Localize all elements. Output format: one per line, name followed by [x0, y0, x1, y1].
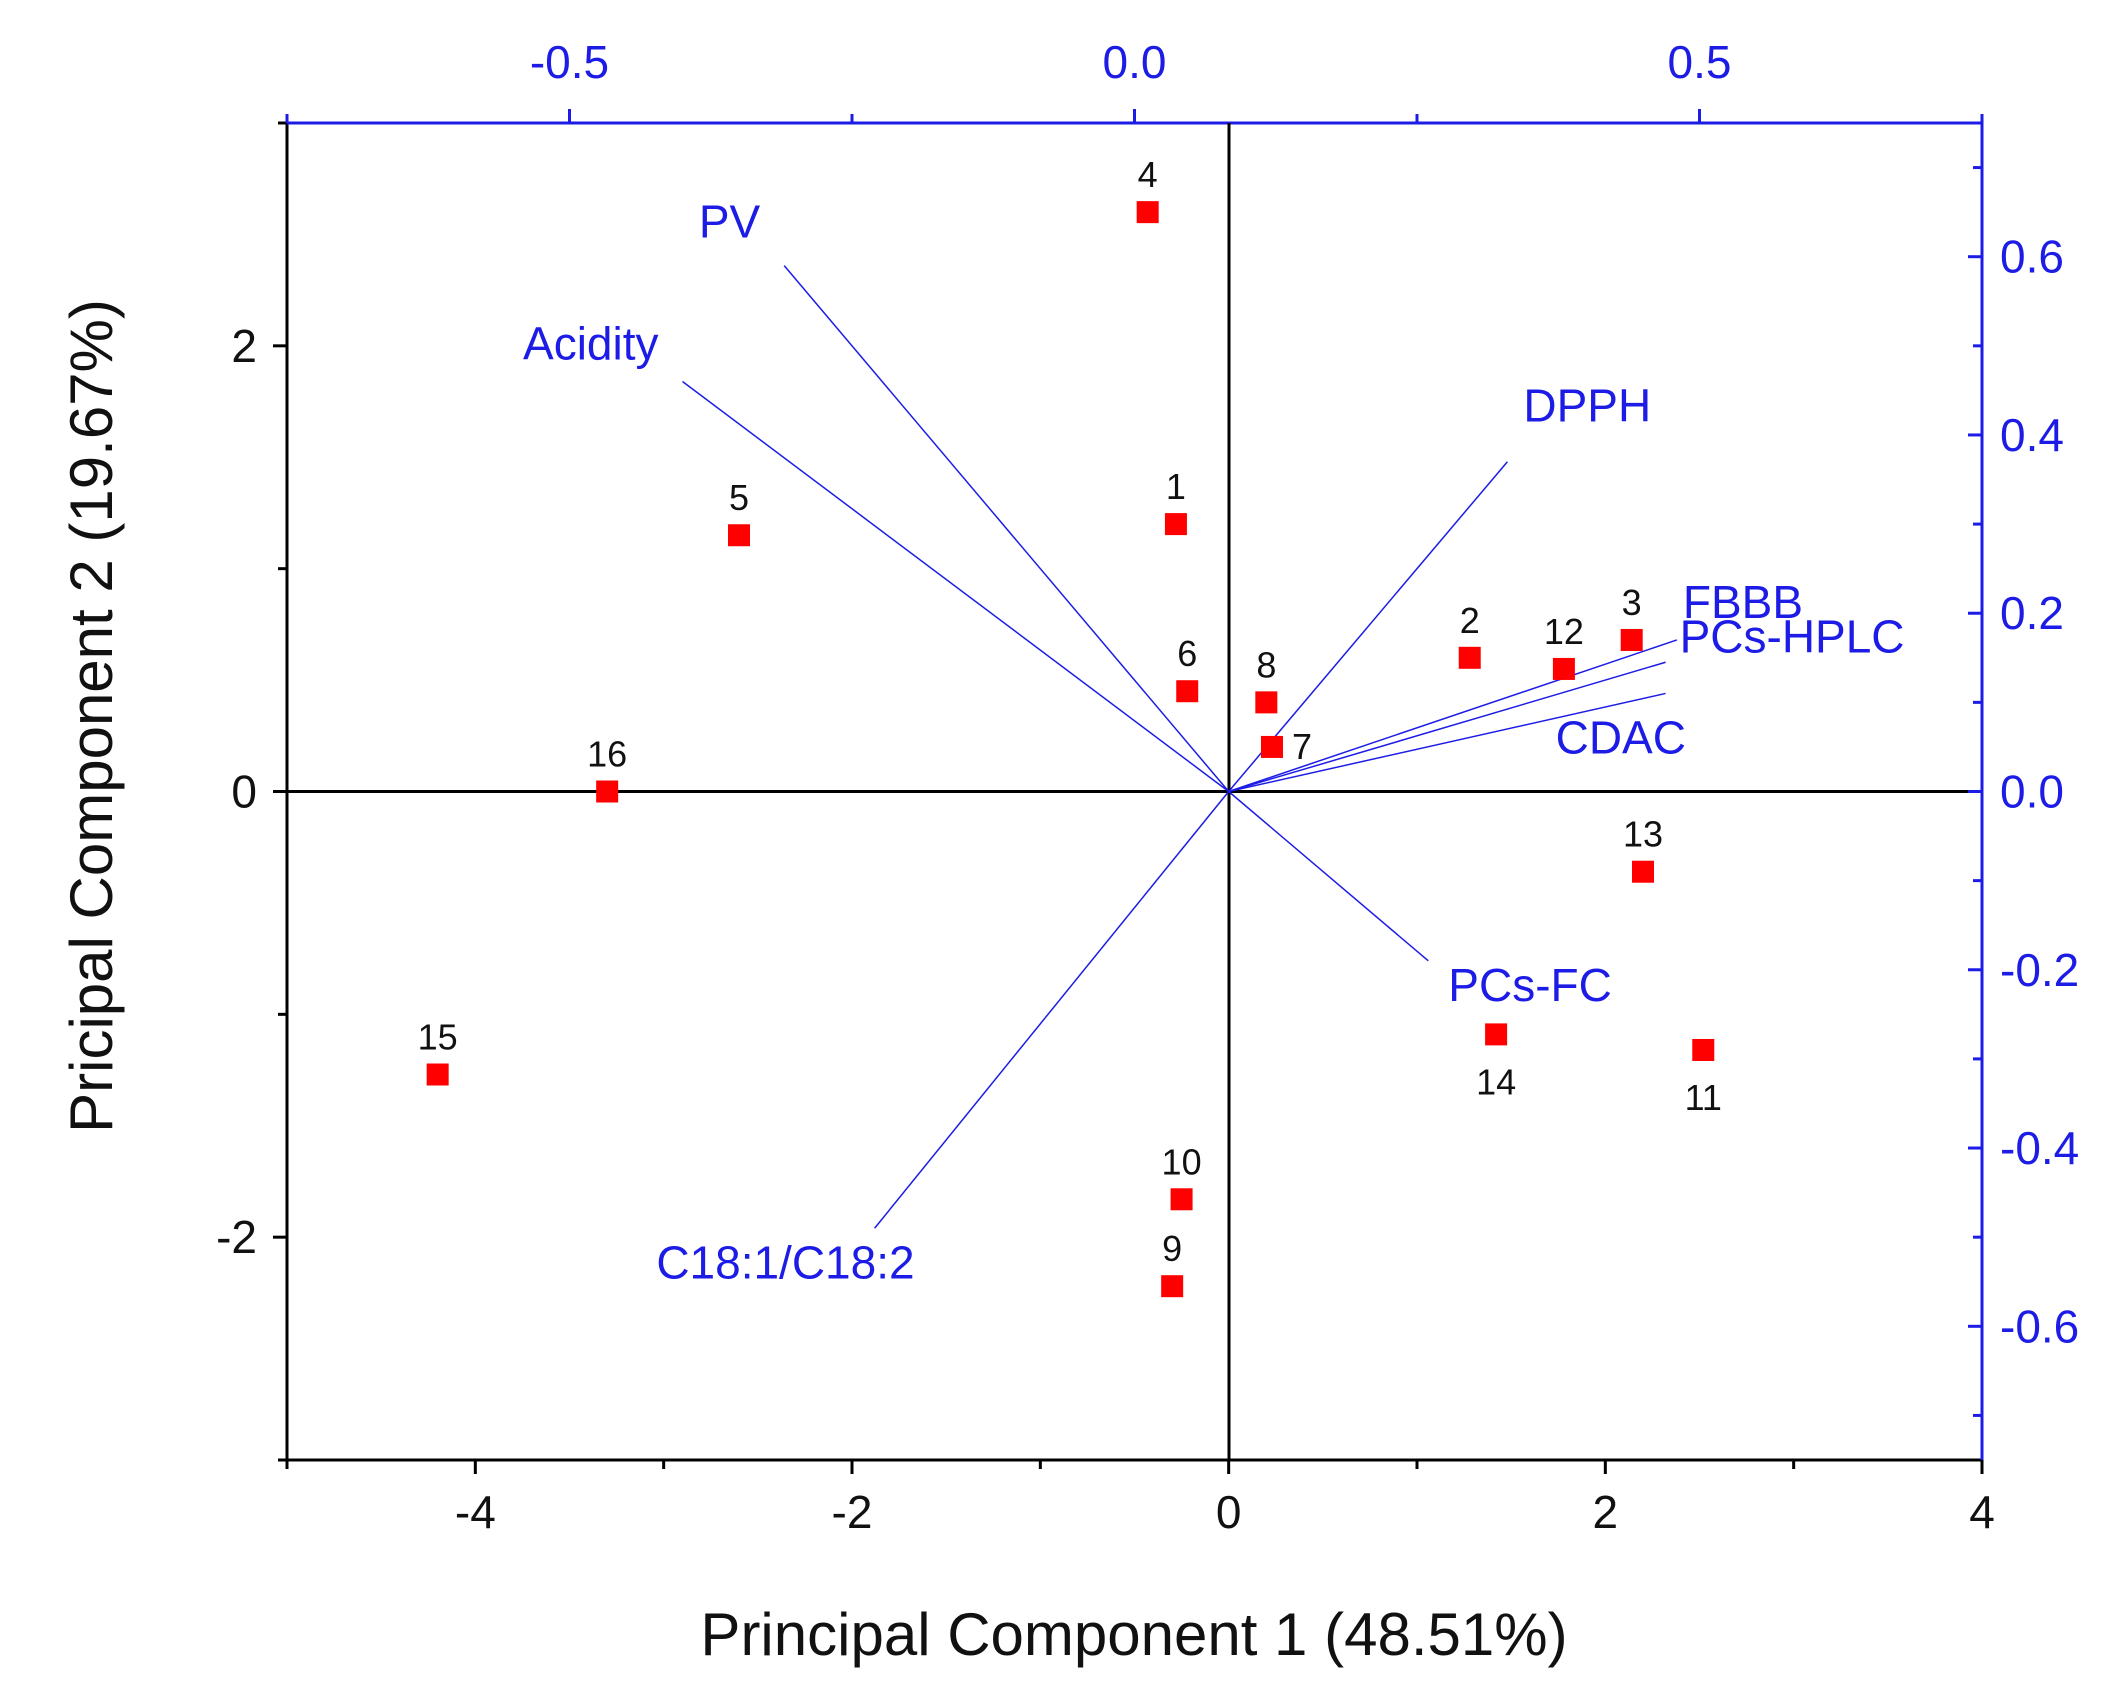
point-label: 2 [1460, 600, 1480, 641]
point-label: 1 [1166, 466, 1186, 507]
point-label: 3 [1622, 582, 1642, 623]
point-label: 4 [1138, 154, 1158, 195]
score-point [1552, 657, 1575, 680]
loading-label: Acidity [523, 317, 658, 369]
score-point [1170, 1188, 1193, 1211]
point-label: 6 [1177, 633, 1197, 674]
point-label: 12 [1544, 611, 1584, 652]
x-tick-label: 2 [1593, 1486, 1619, 1538]
right-tick-label: -0.4 [2000, 1122, 2079, 1174]
y-axis-title: Pricipal Component 2 (19.67%) [58, 299, 125, 1133]
top-tick-label: 0.0 [1103, 36, 1167, 88]
loading-vector [1228, 692, 1666, 793]
score-point [1620, 628, 1643, 651]
y-tick-label: -2 [216, 1211, 257, 1263]
right-tick-label: 0.0 [2000, 766, 2064, 818]
score-point [1164, 513, 1187, 536]
score-point [1458, 646, 1481, 669]
x-tick-label: 0 [1216, 1486, 1242, 1538]
x-axis-title: Principal Component 1 (48.51%) [700, 1601, 1567, 1668]
point-label: 10 [1162, 1141, 1202, 1182]
loading-vector [1228, 790, 1429, 962]
point-label: 9 [1162, 1228, 1182, 1269]
loading-vector [1228, 639, 1678, 793]
loading-vector [783, 265, 1230, 792]
y-tick-label: 2 [231, 320, 257, 372]
score-point [1176, 680, 1199, 703]
score-point [1255, 691, 1278, 714]
score-point [728, 524, 750, 547]
axis-tick-labels: -4 -2 0 2 4 -2 0 2 -0.5 0.0 0.5 0.6 0.4 0.2 0.0 -0.2 -0.… [216, 36, 2079, 1538]
right-tick-label: 0.6 [2000, 231, 2064, 283]
loading-vector [682, 380, 1230, 793]
score-point [426, 1063, 449, 1086]
loading-label: PCs-FC [1448, 959, 1612, 1011]
score-point [1161, 1275, 1184, 1298]
right-tick-label: -0.6 [2000, 1300, 2079, 1352]
top-tick-label: 0.5 [1668, 36, 1732, 88]
point-label: 5 [729, 477, 749, 518]
right-tick-label: -0.2 [2000, 944, 2079, 996]
top-tick-label: -0.5 [530, 36, 609, 88]
x-tick-label: -2 [832, 1486, 873, 1538]
x-tick-label: -4 [455, 1486, 496, 1538]
loading-label: CDAC [1556, 711, 1686, 763]
score-point [1485, 1023, 1508, 1046]
score-point [1260, 735, 1283, 758]
score-point [1692, 1038, 1715, 1061]
point-label: 11 [1685, 1077, 1722, 1118]
point-label: 16 [587, 734, 627, 775]
right-tick-label: 0.2 [2000, 587, 2064, 639]
loading-label: C18:1/C18:2 [656, 1236, 914, 1288]
loading-label: FBBB [1683, 576, 1803, 628]
x-tick-label: 4 [1969, 1486, 1995, 1538]
loading-label: PV [699, 196, 761, 248]
score-point [1632, 860, 1654, 883]
loading-label: PCs-HPLC [1680, 610, 1905, 662]
axis-ticks [273, 109, 1984, 1474]
point-label: 8 [1256, 644, 1276, 685]
loading-vector [874, 791, 1230, 1229]
y-tick-label: 0 [231, 766, 257, 818]
score-point [1136, 201, 1159, 224]
point-label: 14 [1476, 1061, 1516, 1102]
loading-label: DPPH [1523, 380, 1651, 432]
point-label: 13 [1623, 814, 1663, 855]
loading-vector [1228, 661, 1666, 793]
point-label: 7 [1292, 726, 1312, 767]
score-point [596, 780, 619, 803]
right-tick-label: 0.4 [2000, 409, 2064, 461]
point-label: 15 [418, 1016, 458, 1057]
